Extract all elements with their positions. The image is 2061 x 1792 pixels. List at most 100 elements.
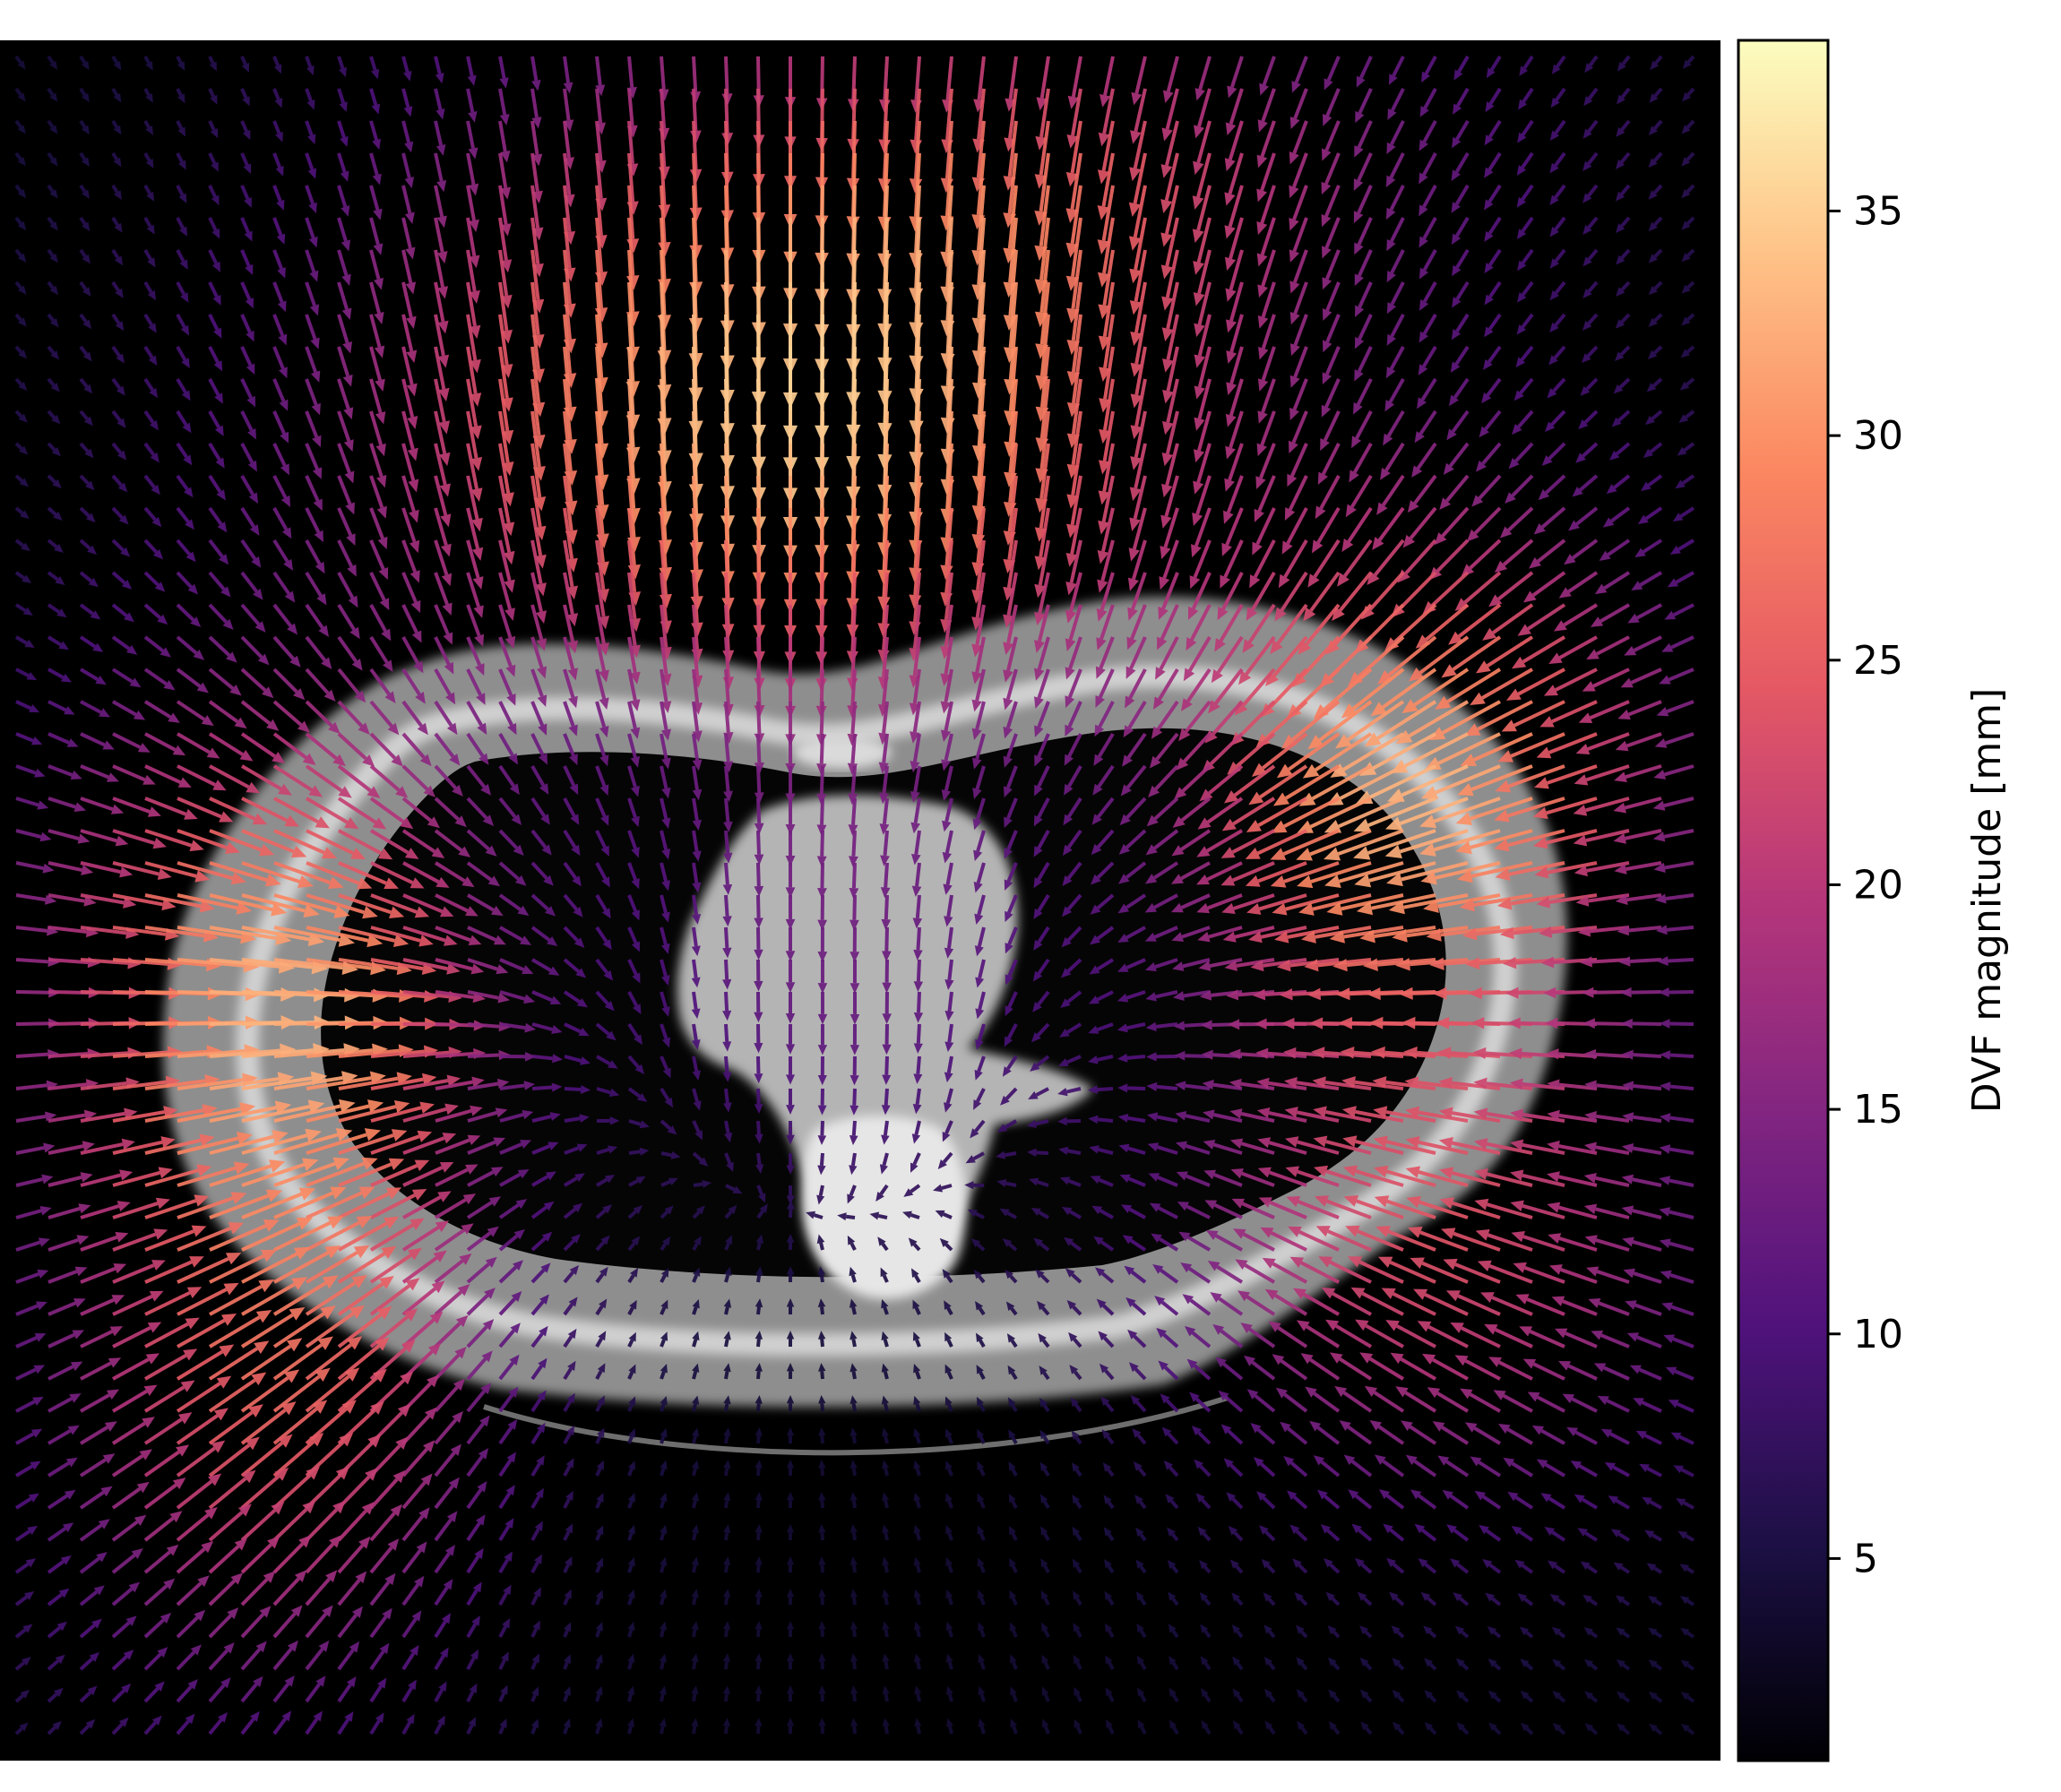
dvf-arrow-head bbox=[271, 902, 288, 917]
dvf-arrow-head bbox=[499, 77, 509, 89]
dvf-arrow-shaft bbox=[1592, 668, 1630, 688]
dvf-arrow-head bbox=[1303, 607, 1316, 622]
dvf-arrow-shaft bbox=[1167, 1432, 1179, 1445]
dvf-arrow-head bbox=[365, 1468, 378, 1481]
dvf-arrow-head bbox=[1354, 874, 1372, 888]
dvf-arrow-head bbox=[879, 792, 889, 805]
dvf-arrow-shaft bbox=[530, 572, 543, 613]
dvf-arrow-head bbox=[247, 460, 257, 472]
dvf-arrow-head bbox=[1148, 785, 1160, 797]
dvf-arrow-head bbox=[405, 281, 417, 295]
dvf-arrow-shaft bbox=[1218, 1297, 1244, 1316]
dvf-arrow-head bbox=[1419, 299, 1429, 311]
dvf-arrow-shaft bbox=[977, 410, 986, 477]
dvf-arrow-head bbox=[517, 905, 530, 917]
dvf-arrow-head bbox=[1201, 1020, 1212, 1030]
dvf-arrow-shaft bbox=[1010, 1340, 1018, 1348]
dvf-arrow-shaft bbox=[240, 1409, 287, 1445]
dvf-arrow-shaft bbox=[1134, 249, 1147, 302]
dvf-arrow-head bbox=[1517, 624, 1531, 636]
dvf-arrow-head bbox=[307, 1099, 325, 1114]
dvf-arrow-head bbox=[1217, 606, 1229, 621]
dvf-arrow-shaft bbox=[530, 410, 541, 468]
dvf-arrow-shaft bbox=[272, 281, 284, 304]
dvf-arrow-head bbox=[599, 1298, 608, 1309]
dvf-arrow-head bbox=[1035, 1269, 1045, 1279]
dvf-arrow-head bbox=[404, 211, 415, 224]
dvf-arrow-shaft bbox=[628, 1119, 642, 1126]
dvf-arrow-shaft bbox=[530, 56, 539, 82]
dvf-arrow-head bbox=[1224, 158, 1236, 172]
dvf-arrow-shaft bbox=[1423, 88, 1437, 109]
dvf-arrow-head bbox=[1158, 1360, 1168, 1371]
dvf-arrow-shaft bbox=[1323, 410, 1341, 442]
dvf-arrow-head bbox=[115, 835, 129, 847]
dvf-arrow-shaft bbox=[1508, 861, 1565, 876]
dvf-arrow-shaft bbox=[915, 862, 921, 887]
dvf-arrow-head bbox=[913, 1395, 921, 1406]
dvf-arrow-head bbox=[538, 723, 548, 736]
dvf-arrow-head bbox=[881, 1331, 889, 1341]
dvf-arrow-shaft bbox=[272, 538, 289, 563]
dvf-arrow-head bbox=[113, 92, 122, 103]
dvf-arrow-head bbox=[1262, 1257, 1276, 1269]
dvf-arrow-shaft bbox=[79, 87, 87, 97]
dvf-arrow-head bbox=[911, 1133, 921, 1144]
dvf-arrow-head bbox=[372, 817, 387, 830]
dvf-arrow-shaft bbox=[531, 1144, 550, 1155]
dvf-arrow-head bbox=[1180, 1262, 1193, 1273]
dvf-arrow-shaft bbox=[338, 829, 383, 856]
dvf-arrow-shaft bbox=[975, 733, 986, 760]
dvf-arrow-head bbox=[1642, 1496, 1652, 1505]
dvf-arrow-head bbox=[361, 1157, 378, 1170]
dvf-arrow-shaft bbox=[466, 185, 476, 221]
dvf-arrow-head bbox=[1614, 351, 1625, 361]
dvf-arrow-head bbox=[1395, 1386, 1409, 1398]
dvf-arrow-shaft bbox=[1642, 538, 1663, 554]
dvf-arrow-head bbox=[320, 1305, 336, 1320]
dvf-arrow-head bbox=[913, 1073, 923, 1084]
dvf-arrow-head bbox=[449, 754, 461, 766]
dvf-arrow-head bbox=[373, 277, 384, 290]
dvf-arrow-head bbox=[321, 657, 332, 669]
dvf-arrow-shaft bbox=[1188, 635, 1212, 672]
dvf-arrow-shaft bbox=[1653, 313, 1663, 323]
dvf-arrow-head bbox=[1475, 660, 1491, 674]
dvf-arrow-head bbox=[1681, 316, 1691, 326]
dvf-arrow-head bbox=[1373, 1165, 1389, 1177]
dvf-arrow-head bbox=[210, 94, 218, 105]
dvf-arrow-head bbox=[305, 1128, 323, 1142]
dvf-arrow-shaft bbox=[595, 1022, 610, 1036]
dvf-arrow-shaft bbox=[305, 635, 327, 662]
dvf-arrow-shaft bbox=[80, 926, 127, 935]
dvf-arrow-shaft bbox=[563, 120, 572, 159]
dvf-arrow-head bbox=[1005, 1269, 1014, 1279]
dvf-arrow-head bbox=[473, 605, 484, 618]
dvf-arrow-head bbox=[1479, 426, 1489, 438]
dvf-arrow-shaft bbox=[1546, 797, 1598, 815]
dvf-arrow-head bbox=[1543, 986, 1557, 999]
dvf-arrow-head bbox=[1539, 926, 1553, 938]
dvf-arrow-head bbox=[1272, 902, 1288, 916]
dvf-arrow-shaft bbox=[1240, 1052, 1275, 1058]
dvf-arrow-shaft bbox=[1008, 410, 1018, 473]
dvf-arrow-shaft bbox=[337, 764, 372, 793]
dvf-arrow-shaft bbox=[208, 1410, 254, 1445]
dvf-arrow-shaft bbox=[434, 410, 447, 454]
dvf-arrow-shaft bbox=[1300, 635, 1341, 678]
dvf-arrow-shaft bbox=[945, 185, 953, 253]
dvf-arrow-shaft bbox=[1165, 443, 1179, 486]
dvf-arrow-shaft bbox=[1607, 538, 1631, 556]
dvf-arrow-head bbox=[343, 439, 354, 452]
dvf-arrow-shaft bbox=[498, 217, 508, 261]
dvf-arrow-shaft bbox=[1627, 700, 1662, 717]
dvf-arrow-shaft bbox=[1206, 861, 1243, 882]
dvf-arrow-shaft bbox=[466, 1422, 485, 1445]
dvf-arrow-head bbox=[1360, 605, 1375, 620]
dvf-arrow-shaft bbox=[563, 443, 573, 502]
dvf-arrow-shaft bbox=[498, 572, 512, 610]
dvf-arrow-head bbox=[1129, 268, 1142, 284]
dvf-arrow-shaft bbox=[977, 346, 986, 415]
dvf-arrow-head bbox=[1335, 987, 1350, 1001]
dvf-arrow-head bbox=[1161, 420, 1174, 435]
